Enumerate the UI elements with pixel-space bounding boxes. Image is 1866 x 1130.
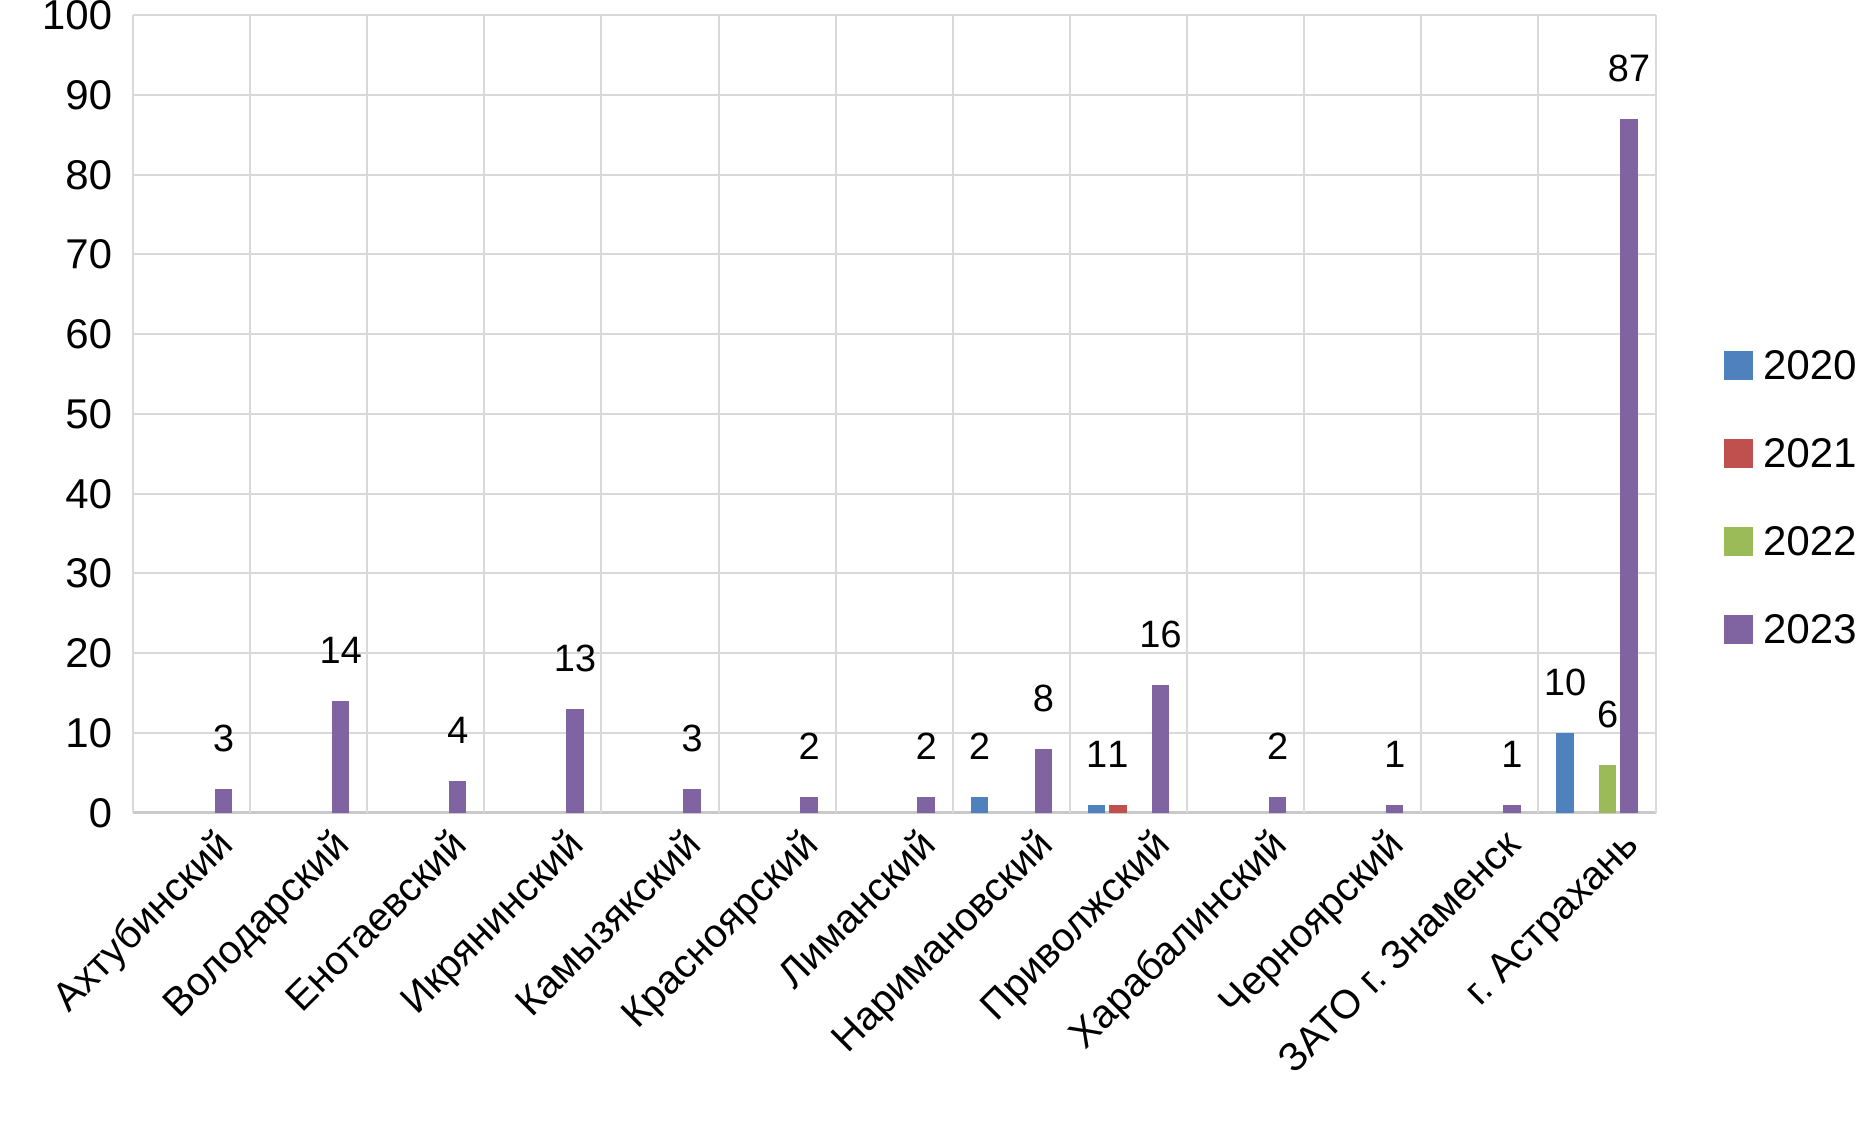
legend-label-2020: 2020 (1763, 341, 1857, 388)
gridline-h (133, 572, 1656, 575)
gridline-h (133, 173, 1656, 176)
y-axis-tick-label: 40 (65, 469, 112, 517)
legend-swatch-2022 (1724, 526, 1753, 556)
legend-swatch-2021 (1724, 438, 1753, 468)
gridline-v (1303, 15, 1306, 813)
chart-bar-2023 (448, 780, 467, 813)
bar-value-label: 1 (1085, 733, 1108, 776)
gridline-v (1420, 15, 1423, 813)
y-axis-tick-label: 50 (65, 389, 112, 437)
y-axis-tick-label: 0 (88, 788, 112, 836)
legend-swatch-2020 (1724, 350, 1753, 380)
chart-bar-2023 (683, 788, 701, 813)
bar-value-label: 8 (1032, 677, 1054, 720)
bar-value-label: 2 (1266, 725, 1289, 768)
legend-swatch-2023 (1724, 614, 1753, 644)
gridline-v (1654, 15, 1657, 813)
chart-bar-2023 (331, 700, 350, 813)
gridline-h (133, 253, 1656, 256)
bar-value-label: 1 (1501, 733, 1523, 776)
bar-value-label: 13 (553, 637, 596, 680)
bar-value-label: 2 (798, 725, 820, 768)
legend-label-2022: 2022 (1763, 517, 1857, 564)
x-axis-line (133, 811, 1656, 814)
gridline-v (834, 15, 837, 813)
gridline-v (951, 15, 954, 813)
x-axis-category-label: Харабалинский (1060, 822, 1295, 1057)
bar-value-label: 14 (319, 629, 362, 672)
gridline-h (133, 492, 1656, 495)
gridline-h (133, 93, 1656, 96)
bar-value-label: 4 (447, 709, 469, 752)
y-axis-tick-label: 100 (41, 0, 112, 38)
gridline-v (1537, 15, 1540, 813)
gridline-v (366, 15, 369, 813)
y-axis-tick-label: 60 (65, 310, 112, 357)
gridline-v (1068, 15, 1071, 813)
gridline-h (133, 412, 1656, 415)
gridline-h (133, 14, 1656, 16)
chart-bar-2023 (917, 796, 935, 813)
gridline-h (133, 731, 1656, 734)
chart-bar-2023 (1620, 118, 1638, 813)
gridline-v (717, 15, 720, 813)
chart-bar-2023 (1503, 804, 1521, 813)
bar-value-label: 87 (1607, 47, 1651, 90)
bar-value-label: 1 (1107, 733, 1129, 776)
bar-value-label: 1 (1384, 733, 1406, 776)
bar-value-label: 6 (1597, 693, 1619, 736)
chart-bar-2023 (566, 708, 584, 813)
gridline-v (483, 15, 486, 813)
chart-bar-2023 (1034, 748, 1053, 813)
chart-bar-2020 (1087, 804, 1106, 813)
bar-value-label: 10 (1543, 661, 1587, 704)
gridline-h (133, 333, 1656, 335)
y-axis-tick-label: 30 (65, 549, 112, 597)
bar-value-label: 2 (968, 725, 990, 768)
y-axis-tick-label: 90 (65, 70, 112, 118)
chart-bar-2021 (1109, 804, 1127, 813)
gridline-h (133, 652, 1656, 654)
gridline-v (1186, 15, 1189, 813)
bar-value-label: 3 (681, 717, 703, 760)
chart-bar-2020 (970, 796, 989, 813)
bar-value-label: 2 (915, 725, 937, 768)
y-axis-tick-label: 70 (65, 230, 112, 278)
gridline-v (132, 15, 134, 813)
chart-bar-2023 (1151, 684, 1170, 813)
legend-label-2023: 2023 (1763, 605, 1857, 652)
chart-bar-2023 (214, 788, 233, 813)
x-axis-category-label: Наримановский (822, 822, 1061, 1061)
gridline-v (600, 15, 603, 813)
gridline-v (249, 15, 252, 813)
legend-label-2021: 2021 (1763, 429, 1857, 476)
y-axis-tick-label: 10 (65, 708, 112, 756)
chart-bar-2023 (800, 796, 818, 813)
bar-value-label: 3 (212, 717, 235, 760)
y-axis-tick-label: 20 (65, 629, 112, 676)
chart-bar-2022 (1598, 764, 1617, 813)
chart-bar-2023 (1268, 796, 1287, 813)
y-axis-tick-label: 80 (65, 150, 112, 198)
chart-bar-2020 (1556, 732, 1574, 813)
bar-value-label: 16 (1139, 613, 1182, 656)
chart-bar-2023 (1385, 804, 1404, 813)
